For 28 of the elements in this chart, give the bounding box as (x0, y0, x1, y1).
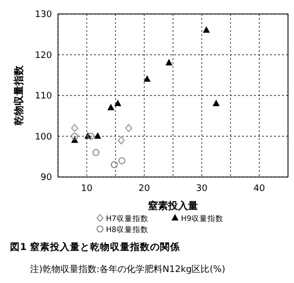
y-tick-label: 130 (34, 10, 52, 20)
x-tick-label: 20 (138, 184, 150, 194)
y-tick-label: 90 (40, 173, 52, 183)
x-tick-label: 10 (81, 184, 93, 194)
text: 図1 窒素投入量と乾物収量指数の関係 (10, 241, 181, 253)
point (87, 132, 94, 140)
y-tick-label: 120 (34, 50, 52, 61)
point (125, 124, 132, 132)
point (94, 132, 102, 139)
x-axis-title: 窒素投入量 (148, 200, 198, 212)
x-tick-label: 30 (196, 184, 208, 194)
point (92, 149, 100, 156)
point (144, 75, 151, 82)
point (118, 136, 125, 144)
point (107, 104, 114, 110)
point (212, 100, 220, 106)
text: 注)乾物収量指数:各年の化学肥料N12kg区比(%) (30, 264, 226, 275)
y-axis-title: 乾物収量指数 (13, 64, 25, 126)
point (71, 124, 78, 132)
point (202, 26, 210, 33)
point (165, 58, 172, 66)
x-tick-label: 40 (254, 184, 266, 194)
point (114, 100, 122, 106)
point (110, 161, 118, 168)
y-tick-label: 110 (34, 92, 52, 102)
point (118, 157, 126, 164)
y-tick-label: 100 (34, 132, 52, 142)
point (71, 132, 78, 140)
